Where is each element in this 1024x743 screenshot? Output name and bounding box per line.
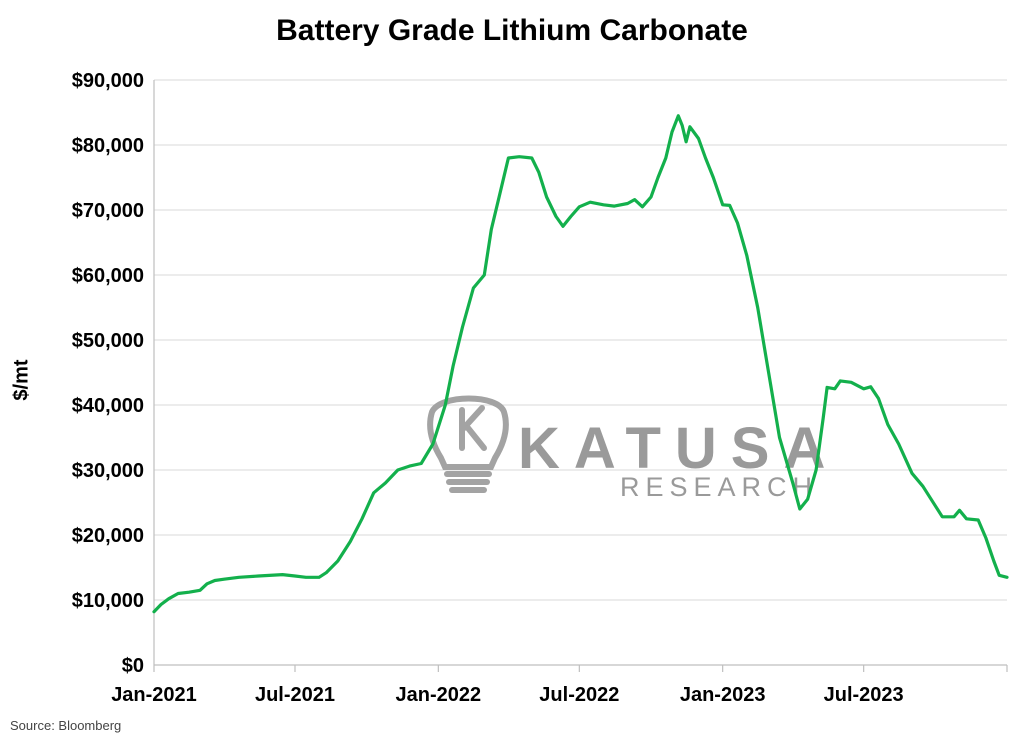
y-tick-label: $10,000 (72, 590, 144, 612)
x-tick-label: Jan-2021 (111, 684, 197, 706)
x-tick-label: Jan-2022 (396, 684, 482, 706)
y-tick-label: $90,000 (72, 70, 144, 92)
x-tick-label: Jul-2022 (539, 684, 619, 706)
katusa-watermark: KATUSA RESEARCH (427, 395, 839, 502)
x-tick-label: Jan-2023 (680, 684, 766, 706)
y-tick-label: $0 (122, 655, 144, 677)
y-tick-label: $80,000 (72, 135, 144, 157)
watermark-katusa: KATUSA (518, 416, 839, 481)
y-tick-label: $70,000 (72, 200, 144, 222)
lightbulb-icon (427, 395, 509, 493)
chart-title: Battery Grade Lithium Carbonate (276, 14, 748, 47)
watermark-research: RESEARCH (620, 472, 818, 502)
x-tick-label: Jul-2021 (255, 684, 335, 706)
y-tick-label: $30,000 (72, 460, 144, 482)
y-tick-label: $40,000 (72, 395, 144, 417)
y-tick-label: $60,000 (72, 265, 144, 287)
y-tick-label: $20,000 (72, 525, 144, 547)
series-line (152, 114, 1009, 614)
y-tick-label: $50,000 (72, 330, 144, 352)
x-tick-label: Jul-2023 (824, 684, 904, 706)
source-note: Source: Bloomberg (10, 718, 122, 733)
